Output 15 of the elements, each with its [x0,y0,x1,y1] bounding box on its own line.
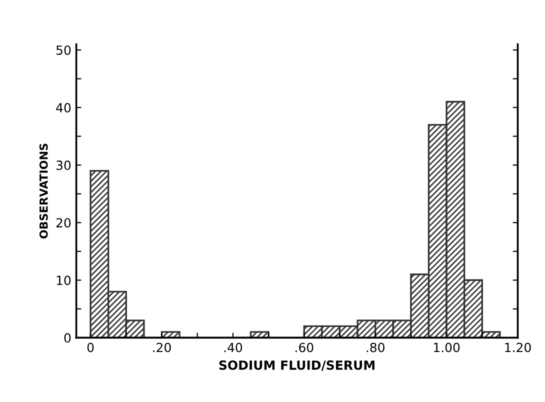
y-tick-label: 40 [56,102,71,112]
x-tick-label: .60 [296,342,314,352]
y-tick-label: 20 [56,218,71,228]
x-tick-label: 1.00 [434,342,460,352]
y-tick-label: 30 [56,160,71,170]
x-axis-title: SODIUM FLUID/SERUM [219,360,374,371]
y-axis-title: OBSERVATIONS [39,144,48,238]
x-tick-label: .40 [224,342,242,352]
y-tick-label: 50 [56,45,71,55]
y-tick-label: 0 [64,333,71,343]
y-tick-label: 10 [56,276,71,286]
x-tick-label: 0 [87,342,94,352]
x-tick-label: .20 [153,342,171,352]
x-tick-label: .80 [366,342,384,352]
x-tick-label: 1.20 [505,342,531,352]
